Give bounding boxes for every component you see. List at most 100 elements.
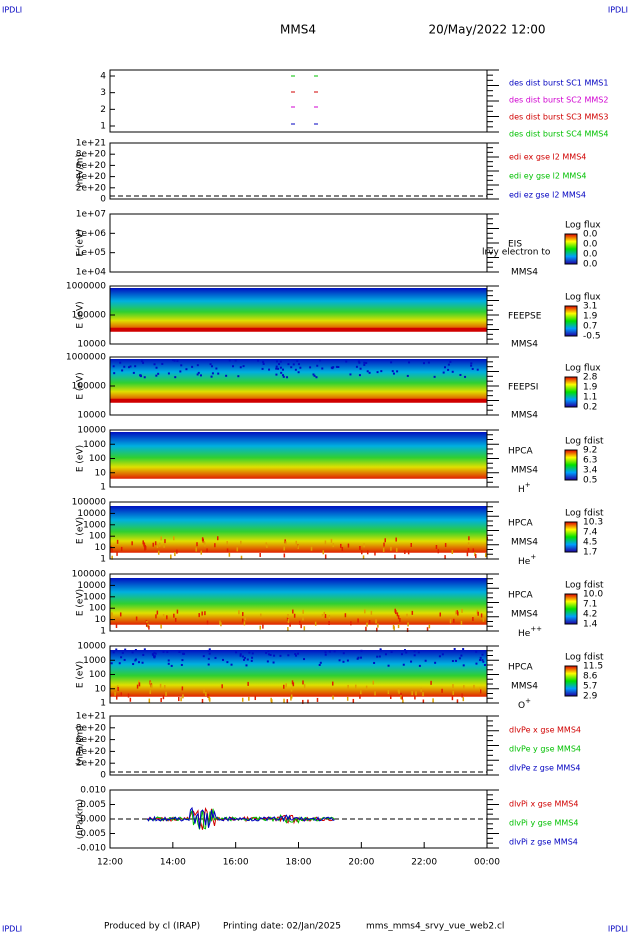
spectrogram-speck bbox=[411, 610, 414, 615]
spectrogram-speck bbox=[302, 616, 304, 621]
spectrogram-speck bbox=[444, 543, 447, 548]
spectrogram-speck bbox=[143, 376, 146, 379]
spectrogram-speck bbox=[483, 664, 486, 667]
spectrogram-speck bbox=[207, 663, 210, 666]
spectrogram-speck bbox=[442, 371, 445, 374]
colorbar-label: -0.5 bbox=[583, 332, 601, 342]
spectrogram-speck bbox=[346, 696, 349, 701]
spectrogram-speck bbox=[282, 375, 285, 378]
spectrogram-speck bbox=[177, 697, 180, 702]
spectrogram-speck bbox=[302, 680, 304, 685]
spectrogram-speck bbox=[323, 611, 326, 616]
spectrogram-speck bbox=[237, 375, 240, 378]
spectrogram-speck bbox=[208, 652, 211, 655]
spectrogram-speck bbox=[451, 370, 454, 373]
spectrogram-speck bbox=[455, 610, 457, 615]
spectrogram-speck bbox=[202, 538, 204, 543]
spectrogram-speck bbox=[200, 550, 202, 555]
footer-file: mms_mms4_srvy_vue_web2.cl bbox=[366, 922, 504, 932]
spectrogram-speck bbox=[302, 699, 304, 704]
spectrogram-speck bbox=[377, 623, 379, 628]
colorbar-label: 0.0 bbox=[583, 260, 598, 270]
spectrogram-speck bbox=[451, 549, 454, 554]
spacecraft: MMS4 bbox=[511, 466, 538, 476]
y-tick-label: 10000 bbox=[77, 581, 106, 591]
spectrogram-speck bbox=[120, 692, 123, 697]
spectrogram-speck bbox=[349, 373, 352, 376]
colorbar-label: 6.3 bbox=[583, 456, 597, 466]
spectrogram-speck bbox=[265, 651, 268, 654]
spectrogram-speck bbox=[376, 371, 379, 374]
legend-entry: edi ex gse l2 MMS4 bbox=[509, 153, 586, 162]
spectrogram-speck bbox=[459, 373, 462, 376]
spectrogram-speck bbox=[110, 662, 113, 665]
spectrogram-speck bbox=[235, 651, 238, 654]
spectrogram-speck bbox=[283, 553, 286, 558]
spectrogram-speck bbox=[368, 371, 371, 374]
spectrogram-speck bbox=[477, 611, 479, 616]
spectrogram-speck bbox=[430, 680, 432, 685]
y-tick-label: 1000 bbox=[83, 592, 106, 602]
spectrogram-speck bbox=[287, 654, 290, 657]
spectrogram-speck bbox=[357, 618, 359, 623]
y-tick-label: 100 bbox=[89, 532, 106, 542]
spectrogram-speck bbox=[261, 367, 264, 370]
y-tick-label: 10000 bbox=[77, 426, 106, 436]
spectrogram-speck bbox=[138, 682, 141, 687]
spectrogram-speck bbox=[209, 697, 211, 702]
y-tick-label: 100000 bbox=[72, 382, 107, 392]
spectrogram-speck bbox=[154, 652, 157, 655]
spectrogram-speck bbox=[319, 661, 322, 664]
spectrogram-speck bbox=[153, 655, 156, 658]
x-tick-label: 12:00 bbox=[97, 858, 123, 868]
corner-tag: IPDLI bbox=[608, 925, 628, 934]
spectrogram-speck bbox=[155, 374, 158, 377]
colorbar-label: 0.0 bbox=[583, 230, 598, 240]
spectrogram-speck bbox=[123, 658, 126, 661]
spectrogram-speck bbox=[134, 659, 137, 662]
y-axis-label: E (eV) bbox=[76, 301, 86, 328]
spectrogram-speck bbox=[417, 651, 420, 654]
spectrogram-speck bbox=[282, 374, 285, 377]
colorbar-label: 0.0 bbox=[583, 240, 598, 250]
spacecraft: MMS4 bbox=[511, 610, 538, 620]
spectrogram-speck bbox=[400, 653, 403, 656]
spectrogram-speck bbox=[402, 663, 405, 666]
spectrogram-speck bbox=[155, 614, 157, 619]
spectrogram-speck bbox=[202, 655, 205, 658]
y-tick-label: 10 bbox=[95, 543, 107, 553]
panel-frame bbox=[109, 715, 488, 776]
spectrogram-speck bbox=[155, 366, 158, 369]
spectrogram-speck bbox=[275, 367, 278, 370]
spectrogram-speck bbox=[228, 552, 231, 557]
spectrogram-speck bbox=[259, 552, 261, 557]
spectrogram-speck bbox=[230, 663, 233, 666]
colorbar bbox=[564, 449, 578, 481]
spacecraft: MMS4 bbox=[511, 340, 538, 350]
spectrogram-speck bbox=[203, 689, 205, 694]
spectrogram-speck bbox=[182, 694, 184, 699]
spectrogram-speck bbox=[209, 363, 212, 366]
spectrogram-speck bbox=[422, 362, 425, 365]
spectrogram-speck bbox=[403, 649, 406, 652]
spectrogram-speck bbox=[400, 692, 402, 697]
y-tick-label: 1 bbox=[100, 555, 106, 565]
spectrogram-speck bbox=[211, 372, 214, 375]
spectrogram-speck bbox=[475, 650, 478, 653]
spectrogram-speck bbox=[147, 623, 149, 628]
spectrogram-speck bbox=[236, 547, 239, 552]
spectrogram-speck bbox=[324, 653, 327, 656]
y-tick-label: 1 bbox=[100, 122, 106, 132]
y-tick-label: 0.010 bbox=[80, 786, 106, 796]
spectrogram-speck bbox=[271, 699, 273, 704]
spectrogram-speck bbox=[174, 617, 177, 622]
spectrogram-speck bbox=[347, 543, 350, 548]
spectrogram-speck bbox=[399, 618, 401, 623]
legend-entry: dlvPe z gse MMS4 bbox=[509, 764, 580, 773]
y-tick-label: 8e+20 bbox=[76, 150, 107, 160]
spectrogram-speck bbox=[427, 361, 430, 364]
spectrogram-speck bbox=[452, 684, 454, 689]
spectrogram-speck bbox=[121, 369, 124, 372]
spectrogram-speck bbox=[245, 664, 248, 667]
y-tick-label: 10000 bbox=[77, 509, 106, 519]
